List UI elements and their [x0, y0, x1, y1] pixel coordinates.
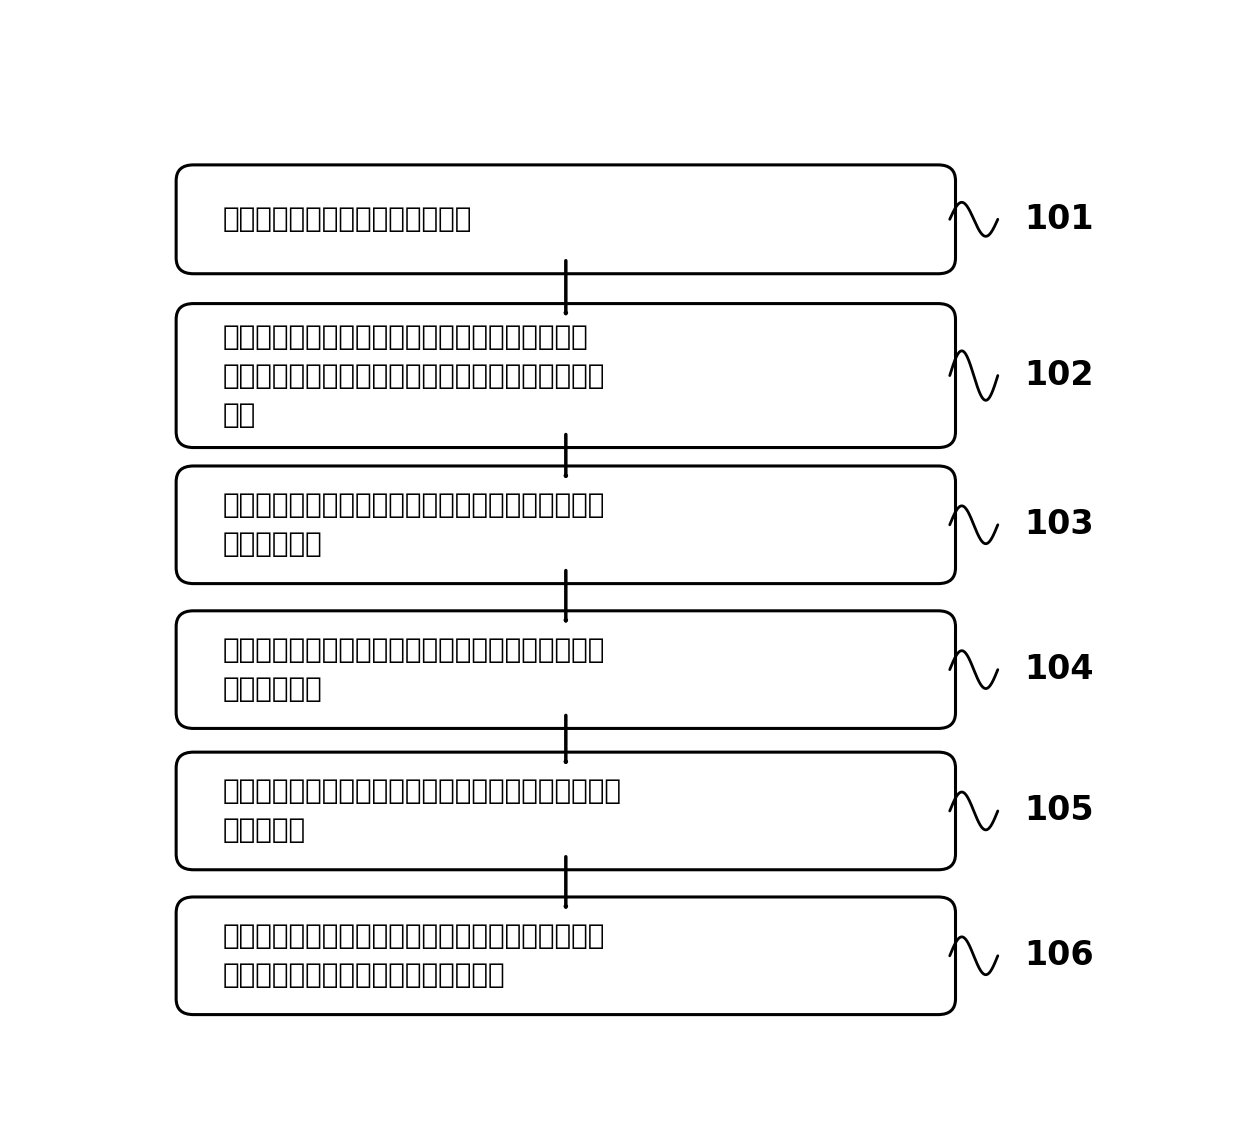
Text: 在所述闭环电阻器环路上选取三个测量设备接入位
置，所述三个位置分别为第一位置、第二位置和第三
位置: 在所述闭环电阻器环路上选取三个测量设备接入位 置，所述三个位置分别为第一位置、第…: [222, 323, 605, 429]
Text: 将待测闭环电阻器链接固定成环路: 将待测闭环电阻器链接固定成环路: [222, 205, 471, 234]
FancyBboxPatch shape: [176, 165, 956, 274]
Text: 103: 103: [1024, 508, 1095, 542]
Text: 测量所述第一位置和所述第二位置之间的电阻值，获
得第一电阻值: 测量所述第一位置和所述第二位置之间的电阻值，获 得第一电阻值: [222, 491, 605, 559]
Text: 105: 105: [1024, 795, 1095, 828]
FancyBboxPatch shape: [176, 611, 956, 728]
Text: 106: 106: [1024, 939, 1095, 972]
Text: 104: 104: [1024, 653, 1094, 686]
FancyBboxPatch shape: [176, 303, 956, 448]
FancyBboxPatch shape: [176, 466, 956, 584]
Text: 根据所述第一电阻值、所述第二电阻值和所述第三电
阻值，计算得到所述闭环电阻器电阻值: 根据所述第一电阻值、所述第二电阻值和所述第三电 阻值，计算得到所述闭环电阻器电阻…: [222, 922, 605, 990]
Text: 测量所述第二位置和所述第三位置之间的电阻值，获
得第二电阻值: 测量所述第二位置和所述第三位置之间的电阻值，获 得第二电阻值: [222, 636, 605, 703]
FancyBboxPatch shape: [176, 897, 956, 1015]
Text: 测量所述第三位置和所述第一位置之间的电阻值，获得
第三电阻值: 测量所述第三位置和所述第一位置之间的电阻值，获得 第三电阻值: [222, 777, 621, 845]
Text: 102: 102: [1024, 359, 1094, 392]
Text: 101: 101: [1024, 203, 1094, 236]
FancyBboxPatch shape: [176, 752, 956, 870]
